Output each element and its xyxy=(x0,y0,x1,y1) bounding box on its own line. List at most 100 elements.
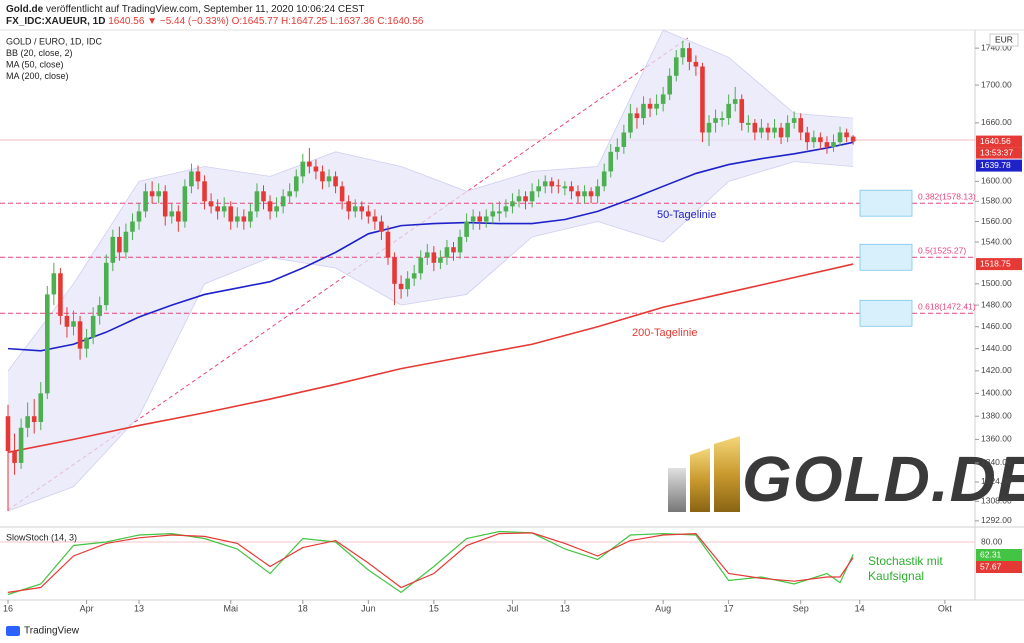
candle-body xyxy=(457,236,463,253)
candle-body xyxy=(595,186,600,197)
y-tick-label: 1500.00 xyxy=(981,278,1012,288)
bollinger-band xyxy=(7,30,854,512)
logo-bar xyxy=(714,436,740,512)
candle-body xyxy=(647,103,653,109)
candle-body xyxy=(103,262,109,306)
candle-body xyxy=(837,132,843,143)
stoch-badge-bg xyxy=(976,549,1022,561)
currency: EUR xyxy=(995,34,1013,44)
candle-body xyxy=(208,201,214,207)
y-tick-label: 1700.00 xyxy=(981,79,1012,89)
candle-body xyxy=(405,278,410,290)
footer-text: TradingView xyxy=(24,626,80,637)
change: 1640.56 ▼ −5.44 (−0.33%) xyxy=(108,16,229,27)
candle-body xyxy=(444,247,450,258)
candle-body xyxy=(451,247,456,253)
candle-body xyxy=(529,191,535,202)
candle-body xyxy=(556,185,561,187)
price-pane xyxy=(0,30,975,512)
candle-body xyxy=(608,151,614,172)
candle-body xyxy=(641,103,646,119)
candle-body xyxy=(536,186,541,192)
candle-body xyxy=(261,191,266,202)
y-tick-label: 1420.00 xyxy=(981,365,1012,375)
y-tick-label: 1580.00 xyxy=(981,196,1012,206)
x-tick-label: 13 xyxy=(134,603,144,613)
candle-body xyxy=(634,113,640,119)
footer-icon xyxy=(6,626,20,636)
x-tick-label: Aug xyxy=(655,603,671,613)
candle-body xyxy=(18,427,24,463)
candle-body xyxy=(143,191,148,212)
candle-body xyxy=(169,211,175,217)
candle-body xyxy=(280,196,286,207)
x-tick-label: Jul xyxy=(507,603,519,613)
candle-body xyxy=(510,201,515,207)
candle-body xyxy=(64,315,70,327)
candle-body xyxy=(824,142,830,147)
x-tick-label: 18 xyxy=(298,603,308,613)
candle-body xyxy=(569,186,574,192)
candle-body xyxy=(687,48,692,62)
candle-body xyxy=(438,257,443,263)
candle-body xyxy=(228,206,234,222)
candle-body xyxy=(176,211,181,222)
candle-body xyxy=(523,196,528,202)
legend-entry: MA (200, close) xyxy=(6,71,69,81)
candle-body xyxy=(628,113,633,133)
candle-body xyxy=(542,181,548,187)
stoch-badge-bg xyxy=(976,561,1022,573)
candle-body xyxy=(588,191,594,197)
candle-body xyxy=(791,118,797,123)
candle-body xyxy=(732,99,738,104)
symbol: FX_IDC:XAUEUR, 1D xyxy=(6,16,105,27)
candle-body xyxy=(470,216,476,222)
annotation: 200-Tagelinie xyxy=(632,327,697,339)
fib-label: 0.5(1525.27) xyxy=(918,246,966,256)
candle-body xyxy=(549,181,555,187)
candle-body xyxy=(274,206,279,212)
y-tick-label: 1380.00 xyxy=(981,410,1012,420)
x-tick-label: 17 xyxy=(724,603,734,613)
candle-body xyxy=(483,216,489,222)
candle-body xyxy=(667,75,672,95)
ma-value-bg xyxy=(976,258,1022,271)
candle-body xyxy=(477,216,483,222)
y-tick-label: 1292.00 xyxy=(981,515,1012,525)
y-tick-label: 1740.00 xyxy=(981,42,1012,52)
moving-average xyxy=(7,141,854,352)
candle-body xyxy=(431,252,437,263)
candle-body xyxy=(45,294,50,394)
candle-body xyxy=(162,191,168,217)
moving-average xyxy=(7,263,854,454)
y-tick-label: 1340.00 xyxy=(981,457,1012,467)
annotation: Kaufsignal xyxy=(868,569,924,583)
candle-body xyxy=(778,127,784,138)
candle-body xyxy=(582,191,587,197)
candle-body xyxy=(234,216,240,222)
candle-body xyxy=(772,127,777,133)
y-tick-label: 1460.00 xyxy=(981,321,1012,331)
annotation: 50-Tagelinie xyxy=(657,209,716,221)
bollinger-lower xyxy=(7,161,854,512)
candle-body xyxy=(818,137,823,143)
candle-body xyxy=(739,99,745,123)
candle-body xyxy=(215,206,220,212)
y-tick-label: 1540.00 xyxy=(981,236,1012,246)
candle-body xyxy=(293,176,299,192)
candle-body xyxy=(798,118,804,133)
y-tick-label: 1560.00 xyxy=(981,216,1012,226)
x-tick-label: Sep xyxy=(793,603,809,613)
candle-body xyxy=(31,416,37,422)
candle-body xyxy=(313,166,319,172)
candle-body xyxy=(241,216,247,222)
candle-body xyxy=(110,236,116,263)
y-tick-label: 1660.00 xyxy=(981,117,1012,127)
candle-body xyxy=(785,122,790,138)
candle-body xyxy=(844,132,849,138)
candle-body xyxy=(136,211,142,222)
fib-label: 0.618(1472.41) xyxy=(918,302,976,312)
countdown-bg xyxy=(976,147,1022,159)
candle-body xyxy=(320,171,325,182)
